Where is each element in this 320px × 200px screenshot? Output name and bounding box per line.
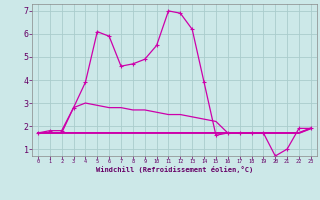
X-axis label: Windchill (Refroidissement éolien,°C): Windchill (Refroidissement éolien,°C)	[96, 166, 253, 173]
